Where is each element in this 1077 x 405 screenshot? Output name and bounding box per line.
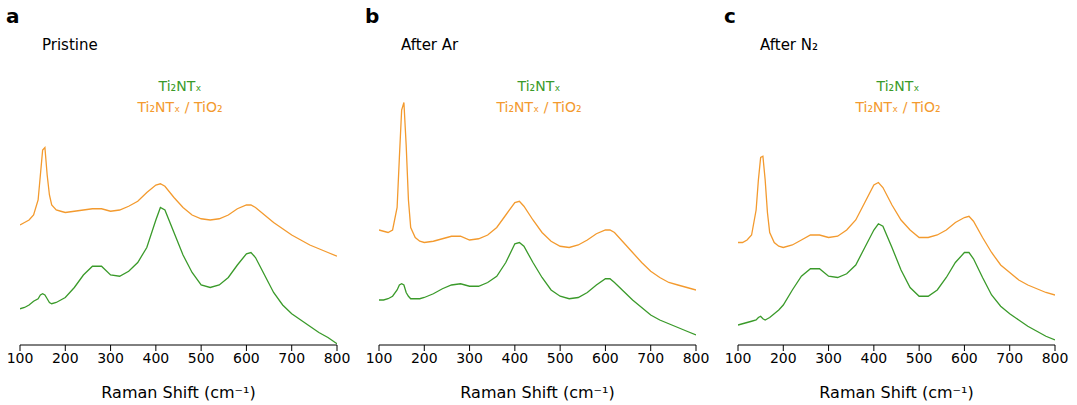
svg-text:400: 400 (142, 350, 169, 366)
svg-text:700: 700 (278, 350, 305, 366)
html-text:After Ar: After Ar (401, 36, 459, 54)
svg-text:600: 600 (592, 350, 619, 366)
svg-text:600: 600 (233, 350, 260, 366)
svg-text:Raman Shift (cm⁻¹): Raman Shift (cm⁻¹) (460, 383, 614, 402)
svg-text:800: 800 (683, 350, 710, 366)
html-text:After N₂: After N₂ (760, 36, 818, 54)
html-text:b: b (365, 4, 380, 28)
svg-text:400: 400 (501, 350, 528, 366)
svg-text:800: 800 (1042, 350, 1069, 366)
svg-text:100: 100 (7, 350, 34, 366)
svg-text:300: 300 (97, 350, 124, 366)
svg-text:500: 500 (188, 350, 215, 366)
svg-text:500: 500 (906, 350, 933, 366)
html-text:Pristine: Pristine (42, 36, 98, 54)
svg-text:600: 600 (951, 350, 978, 366)
svg-text:Raman Shift (cm⁻¹): Raman Shift (cm⁻¹) (819, 383, 973, 402)
svg-text:200: 200 (411, 350, 438, 366)
svg-text:300: 300 (815, 350, 842, 366)
svg-text:700: 700 (637, 350, 664, 366)
svg-text:700: 700 (996, 350, 1023, 366)
svg-text:500: 500 (547, 350, 574, 366)
svg-text:Raman Shift (cm⁻¹): Raman Shift (cm⁻¹) (101, 383, 255, 402)
svg-text:100: 100 (725, 350, 752, 366)
html-text:Ti₂NTₓ / TiO₂: Ti₂NTₓ / TiO₂ (855, 99, 941, 115)
html-text:Ti₂NTₓ: Ti₂NTₓ (158, 78, 202, 94)
svg-text:400: 400 (860, 350, 887, 366)
svg-text:100: 100 (366, 350, 393, 366)
svg-text:200: 200 (770, 350, 797, 366)
html-text:Ti₂NTₓ: Ti₂NTₓ (517, 78, 561, 94)
html-text:a: a (6, 4, 20, 28)
html-text:c: c (724, 4, 736, 28)
svg-text:200: 200 (52, 350, 79, 366)
html-text:Ti₂NTₓ / TiO₂: Ti₂NTₓ / TiO₂ (137, 99, 223, 115)
html-text:Ti₂NTₓ / TiO₂: Ti₂NTₓ / TiO₂ (496, 99, 582, 115)
svg-text:800: 800 (324, 350, 351, 366)
html-text:Ti₂NTₓ: Ti₂NTₓ (876, 78, 920, 94)
svg-text:300: 300 (456, 350, 483, 366)
